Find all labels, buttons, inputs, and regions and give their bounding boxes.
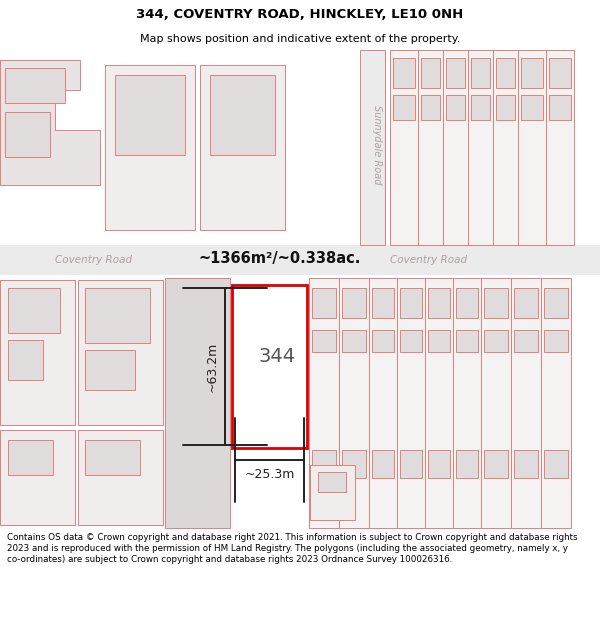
Bar <box>549 95 571 120</box>
Bar <box>425 278 453 528</box>
Bar <box>312 330 336 352</box>
Bar <box>514 330 538 352</box>
Bar <box>309 278 339 528</box>
Bar <box>105 65 195 230</box>
Bar <box>481 278 511 528</box>
Bar <box>549 58 571 88</box>
Bar <box>8 340 43 380</box>
Bar <box>360 50 385 245</box>
Text: ~63.2m: ~63.2m <box>205 341 218 392</box>
Bar <box>456 330 478 352</box>
Bar <box>544 288 568 318</box>
Text: 344: 344 <box>259 347 296 366</box>
Bar <box>393 58 415 88</box>
Bar <box>0 430 75 525</box>
Bar <box>85 350 135 390</box>
Bar <box>418 50 443 245</box>
Bar <box>468 50 493 245</box>
Bar <box>115 75 185 155</box>
Text: ~25.3m: ~25.3m <box>244 468 295 481</box>
Bar <box>546 50 574 245</box>
Bar <box>521 58 543 88</box>
Bar <box>8 288 60 333</box>
Bar <box>421 95 440 120</box>
Bar <box>511 278 541 528</box>
Bar <box>318 472 346 492</box>
Bar <box>428 288 450 318</box>
Bar <box>8 440 53 475</box>
Bar <box>456 450 478 478</box>
Bar <box>484 450 508 478</box>
Bar <box>310 465 355 520</box>
Bar <box>544 330 568 352</box>
Bar <box>342 288 366 318</box>
Bar <box>456 288 478 318</box>
Bar <box>400 450 422 478</box>
Bar <box>5 68 65 103</box>
Bar <box>393 95 415 120</box>
Bar <box>0 245 600 275</box>
Bar <box>471 58 490 88</box>
Bar <box>428 330 450 352</box>
Bar <box>421 58 440 88</box>
Bar <box>85 440 140 475</box>
Bar <box>446 95 465 120</box>
Bar <box>446 58 465 88</box>
Bar <box>78 430 163 525</box>
Bar <box>514 288 538 318</box>
Bar <box>390 50 418 245</box>
Bar <box>484 288 508 318</box>
Bar <box>85 288 150 343</box>
Text: Coventry Road: Coventry Road <box>55 255 132 265</box>
Bar <box>484 330 508 352</box>
Bar <box>372 288 394 318</box>
Bar <box>372 450 394 478</box>
Bar <box>453 278 481 528</box>
Bar <box>443 50 468 245</box>
Text: Map shows position and indicative extent of the property.: Map shows position and indicative extent… <box>140 34 460 44</box>
Bar <box>400 330 422 352</box>
Bar <box>518 50 546 245</box>
Text: ~1366m²/~0.338ac.: ~1366m²/~0.338ac. <box>199 251 361 266</box>
Bar <box>369 278 397 528</box>
Text: Sunnydale Road: Sunnydale Road <box>372 105 382 185</box>
Bar <box>471 95 490 120</box>
Polygon shape <box>0 60 100 185</box>
Bar <box>496 95 515 120</box>
Bar <box>342 330 366 352</box>
Bar <box>232 285 307 448</box>
Bar <box>200 65 285 230</box>
Bar <box>496 58 515 88</box>
Bar <box>521 95 543 120</box>
Bar <box>339 278 369 528</box>
Bar <box>397 278 425 528</box>
Bar <box>312 288 336 318</box>
Bar <box>5 112 50 157</box>
Bar <box>544 450 568 478</box>
Bar <box>541 278 571 528</box>
Bar <box>514 450 538 478</box>
Bar <box>0 280 75 425</box>
Bar <box>372 330 394 352</box>
Bar <box>210 75 275 155</box>
Text: 344, COVENTRY ROAD, HINCKLEY, LE10 0NH: 344, COVENTRY ROAD, HINCKLEY, LE10 0NH <box>136 8 464 21</box>
Bar <box>312 450 336 478</box>
Text: Coventry Road: Coventry Road <box>390 255 467 265</box>
Bar <box>165 278 230 528</box>
Bar <box>428 450 450 478</box>
Bar <box>342 450 366 478</box>
Bar <box>493 50 518 245</box>
Text: Contains OS data © Crown copyright and database right 2021. This information is : Contains OS data © Crown copyright and d… <box>7 533 578 564</box>
Bar <box>400 288 422 318</box>
Bar <box>78 280 163 425</box>
